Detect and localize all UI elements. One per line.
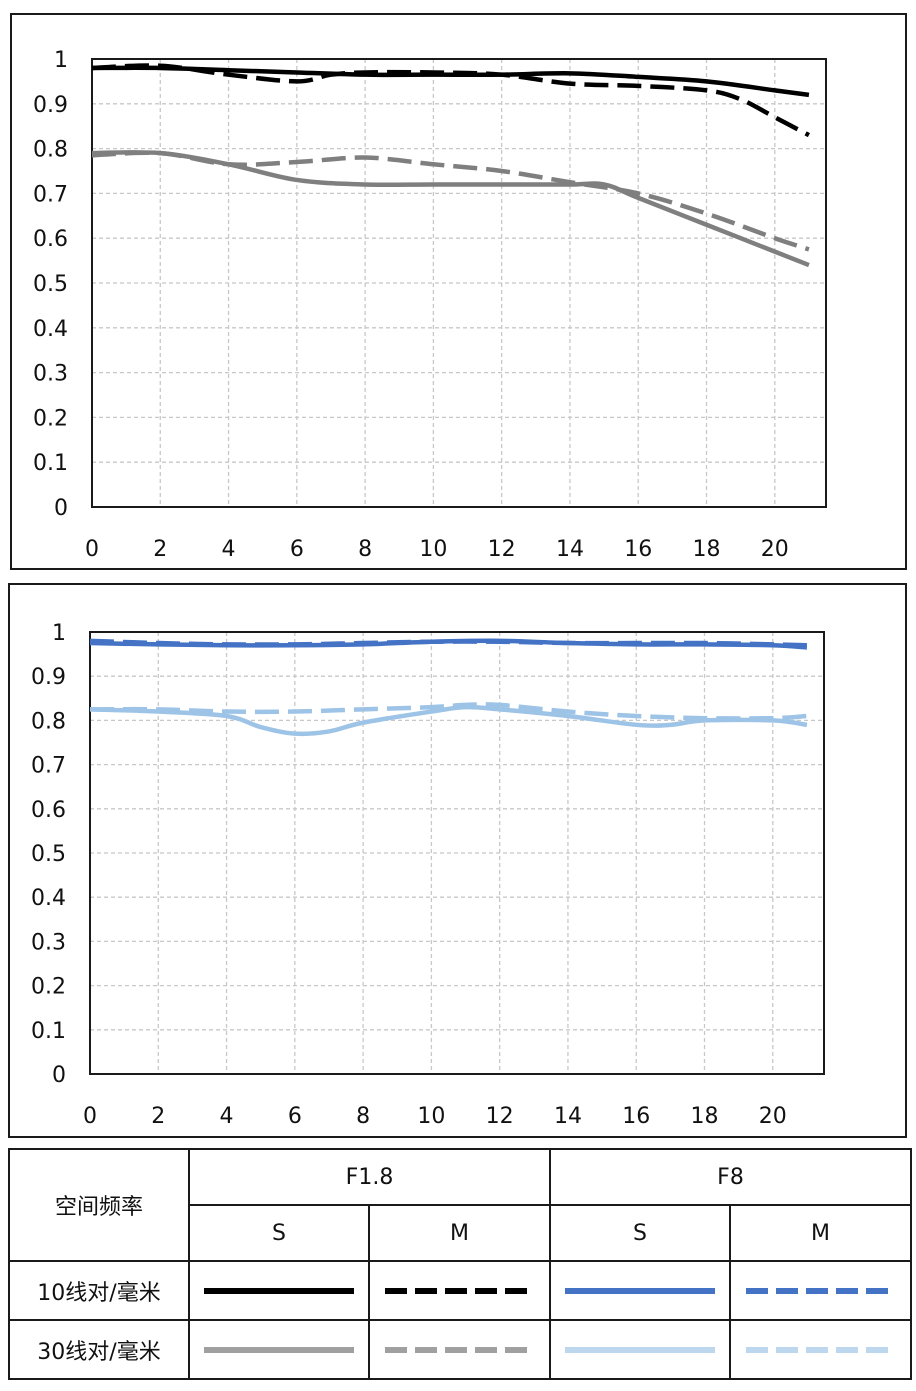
mtf-chart-f18: 00.10.20.30.40.50.60.70.80.910 2 4 6 8 10 12 14…	[33, 48, 827, 562]
y-tick-label: 0.7	[31, 754, 66, 779]
y-tick-label: 0.9	[33, 93, 68, 118]
x-tick-label: 0	[83, 1104, 97, 1129]
y-tick-label: 0.8	[31, 709, 66, 734]
x-tick-label: 14	[556, 537, 584, 562]
legend-swatch-f18-10-s	[188, 1260, 370, 1321]
y-tick-label: 0.4	[31, 886, 66, 911]
series-line-f18-10-m	[91, 63, 810, 138]
y-tick-label: 0.1	[33, 451, 68, 476]
legend-row-30lp: 30线对/毫米	[8, 1319, 190, 1380]
legend-col-meridional-f18: M	[368, 1204, 551, 1262]
grid-lines	[90, 631, 824, 1074]
chart-panel-f18: 0 0.1 0.2 0.3 0.4 0.5 0.6 0.7 0.8 0.9 1 0 2 4 6 8 10 12 14…	[10, 13, 907, 570]
x-tick-label: 0	[85, 537, 99, 562]
legend-swatch-f18-30-s	[188, 1319, 370, 1380]
legend-group-f18: F1.8	[188, 1148, 551, 1206]
legend-swatch-f8-30-m	[729, 1319, 912, 1380]
legend-swatch-f8-10-s	[549, 1260, 731, 1321]
series-line-f8-30-m	[89, 702, 808, 721]
mtf-chart-f8: 00.10.20.30.40.50.60.70.80.910 2 4 6 8 10 12 14…	[31, 621, 825, 1129]
x-tick-label: 2	[153, 537, 167, 562]
x-tick-label: 8	[356, 1104, 370, 1129]
x-tick-label: 14	[554, 1104, 582, 1129]
y-tick-label: 0.2	[33, 406, 68, 431]
y-tick-label: 0.9	[31, 665, 66, 690]
legend-swatch-f18-10-m	[368, 1260, 551, 1321]
x-tick-label: 4	[222, 537, 236, 562]
x-tick-label: 6	[288, 1104, 302, 1129]
x-tick-label: 16	[622, 1104, 650, 1129]
legend-swatch-f18-30-m	[368, 1319, 551, 1380]
grid-lines	[92, 58, 826, 507]
x-tick-label: 20	[761, 537, 789, 562]
legend-table: 空间频率 F1.8 F8 S M S M 10线对/毫米 30线对/毫米	[8, 1148, 912, 1380]
x-tick-label: 10	[419, 537, 447, 562]
legend-col-meridional-f8: M	[729, 1204, 912, 1262]
x-tick-label: 10	[417, 1104, 445, 1129]
legend-col-sagittal-f18: S	[188, 1204, 370, 1262]
y-tick-label: 0	[54, 496, 68, 521]
x-tick-label: 12	[486, 1104, 514, 1129]
legend-row-10lp: 10线对/毫米	[8, 1260, 190, 1321]
y-tick-label: 0.8	[33, 138, 68, 163]
y-tick-label: 0.4	[33, 317, 68, 342]
legend-swatch-f8-30-s	[549, 1319, 731, 1380]
y-tick-label: 0.2	[31, 975, 66, 1000]
plot-area-border	[91, 58, 827, 508]
y-tick-label: 0.5	[33, 272, 68, 297]
x-tick-label: 12	[488, 537, 516, 562]
y-tick-label: 1	[52, 621, 66, 646]
legend-swatch-f8-10-m	[729, 1260, 912, 1321]
y-tick-label: 0.3	[31, 930, 66, 955]
y-tick-label: 1	[54, 48, 68, 73]
y-tick-label: 0.6	[31, 798, 66, 823]
y-tick-label: 0.5	[31, 842, 66, 867]
x-tick-label: 20	[759, 1104, 787, 1129]
x-tick-label: 18	[691, 1104, 719, 1129]
x-tick-label: 8	[358, 537, 372, 562]
plot-area-border	[89, 631, 825, 1075]
y-tick-label: 0.3	[33, 362, 68, 387]
legend-col-sagittal-f8: S	[549, 1204, 731, 1262]
x-tick-label: 2	[151, 1104, 165, 1129]
series-line-f18-30-s	[91, 150, 810, 268]
x-tick-label: 16	[624, 537, 652, 562]
legend-group-f8: F8	[549, 1148, 912, 1206]
series-line-f8-10-m	[89, 638, 807, 648]
x-tick-label: 4	[220, 1104, 234, 1129]
series-line-f18-30-m	[91, 150, 810, 252]
x-tick-label: 18	[693, 537, 721, 562]
y-tick-label: 0.1	[31, 1019, 66, 1044]
legend-header-spatial-frequency: 空间频率	[8, 1148, 190, 1262]
y-tick-label: 0.7	[33, 182, 68, 207]
chart-panel-f8: 0 0.1 0.2 0.3 0.4 0.5 0.6 0.7 0.8 0.9 1 0 2 4 6 8 10 12 14…	[8, 583, 907, 1138]
y-tick-label: 0	[52, 1063, 66, 1088]
x-tick-label: 6	[290, 537, 304, 562]
y-tick-label: 0.6	[33, 227, 68, 252]
series-line-f8-30-s	[89, 704, 808, 737]
